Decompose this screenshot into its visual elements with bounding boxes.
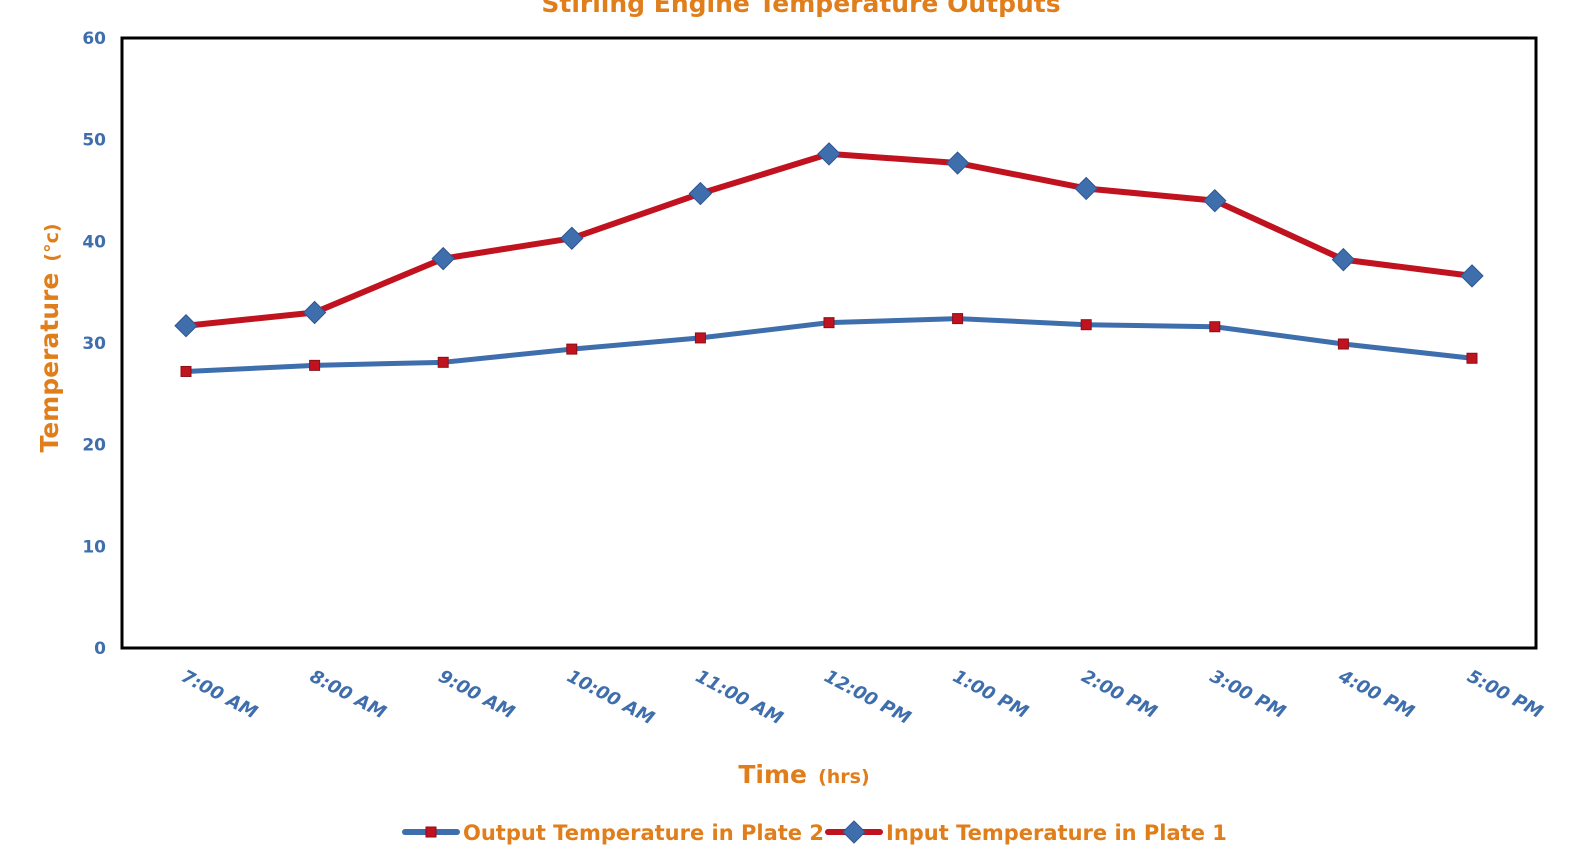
x-axis-ticks: 7:00 AM 8:00 AM 9:00 AM 10:00 AM 11:00 AM 12:… [178, 665, 1546, 729]
x-tick-label: 4:00 PM [1334, 665, 1417, 723]
x-tick-label: 12:00 PM [821, 666, 915, 729]
x-axis-label: Time [738, 760, 807, 789]
series-point-2 [431, 246, 455, 271]
series-point-1 [1080, 319, 1092, 331]
series-point-1 [823, 317, 835, 329]
series-layer [174, 142, 1484, 377]
x-tick-label: 9:00 AM [435, 666, 518, 723]
series-point-2 [1074, 176, 1098, 201]
legend-label: Input Temperature in Plate 1 [886, 821, 1227, 845]
legend: Output Temperature in Plate 2 Input Tempe… [402, 820, 1227, 845]
y-tick-label: 40 [82, 232, 106, 252]
x-axis-title: Time (hrs) [738, 760, 869, 789]
x-tick-label: 7:00 AM [178, 666, 261, 723]
y-tick-label: 60 [82, 29, 106, 49]
series-point-legend-2 [842, 820, 866, 844]
y-tick-label: 10 [82, 537, 106, 557]
series-point-1 [694, 332, 706, 344]
legend-label: Output Temperature in Plate 2 [463, 821, 824, 845]
series-point-1 [566, 343, 578, 355]
y-tick-label: 20 [82, 436, 106, 456]
chart-title: Stirling Engine Temperature Outputs [541, 0, 1060, 18]
series-point-2 [945, 151, 970, 175]
series-point-2 [817, 142, 841, 166]
series-point-1 [180, 365, 192, 377]
series-point-2 [1460, 264, 1484, 288]
x-tick-label: 3:00 PM [1206, 666, 1288, 723]
x-tick-label: 2:00 PM [1078, 666, 1160, 723]
series-point-2 [174, 314, 198, 338]
x-tick-label: 1:00 PM [949, 666, 1031, 723]
series-point-2 [688, 181, 713, 206]
y-axis-label: Temperature [35, 273, 64, 453]
series-point-1 [1209, 321, 1221, 333]
x-tick-label: 11:00 AM [692, 666, 786, 729]
plot-frame [120, 36, 1538, 650]
series-point-1 [952, 313, 964, 325]
series-line-2 [183, 150, 1475, 329]
series-point-1 [1337, 338, 1349, 350]
series-point-2 [1203, 188, 1227, 213]
y-tick-label: 30 [82, 334, 106, 354]
x-tick-label: 10:00 AM [563, 666, 657, 729]
series-point-legend-1 [425, 826, 437, 838]
y-tick-label: 0 [94, 639, 106, 659]
series-point-2 [302, 300, 327, 325]
series-point-1 [309, 359, 321, 371]
series-point-2 [1331, 247, 1356, 272]
series-point-2 [560, 226, 584, 250]
x-axis-unit: (hrs) [818, 766, 870, 788]
y-tick-label: 50 [82, 131, 106, 151]
y-axis-ticks: 0 10 20 30 40 50 60 [82, 29, 106, 659]
series-point-1 [1466, 352, 1478, 364]
x-tick-label: 8:00 AM [306, 666, 389, 723]
y-axis-title: Temperature (°c) [35, 223, 64, 452]
y-axis-unit: (°c) [41, 223, 63, 261]
series-point-1 [437, 356, 449, 368]
x-tick-label: 5:00 PM [1464, 666, 1546, 723]
